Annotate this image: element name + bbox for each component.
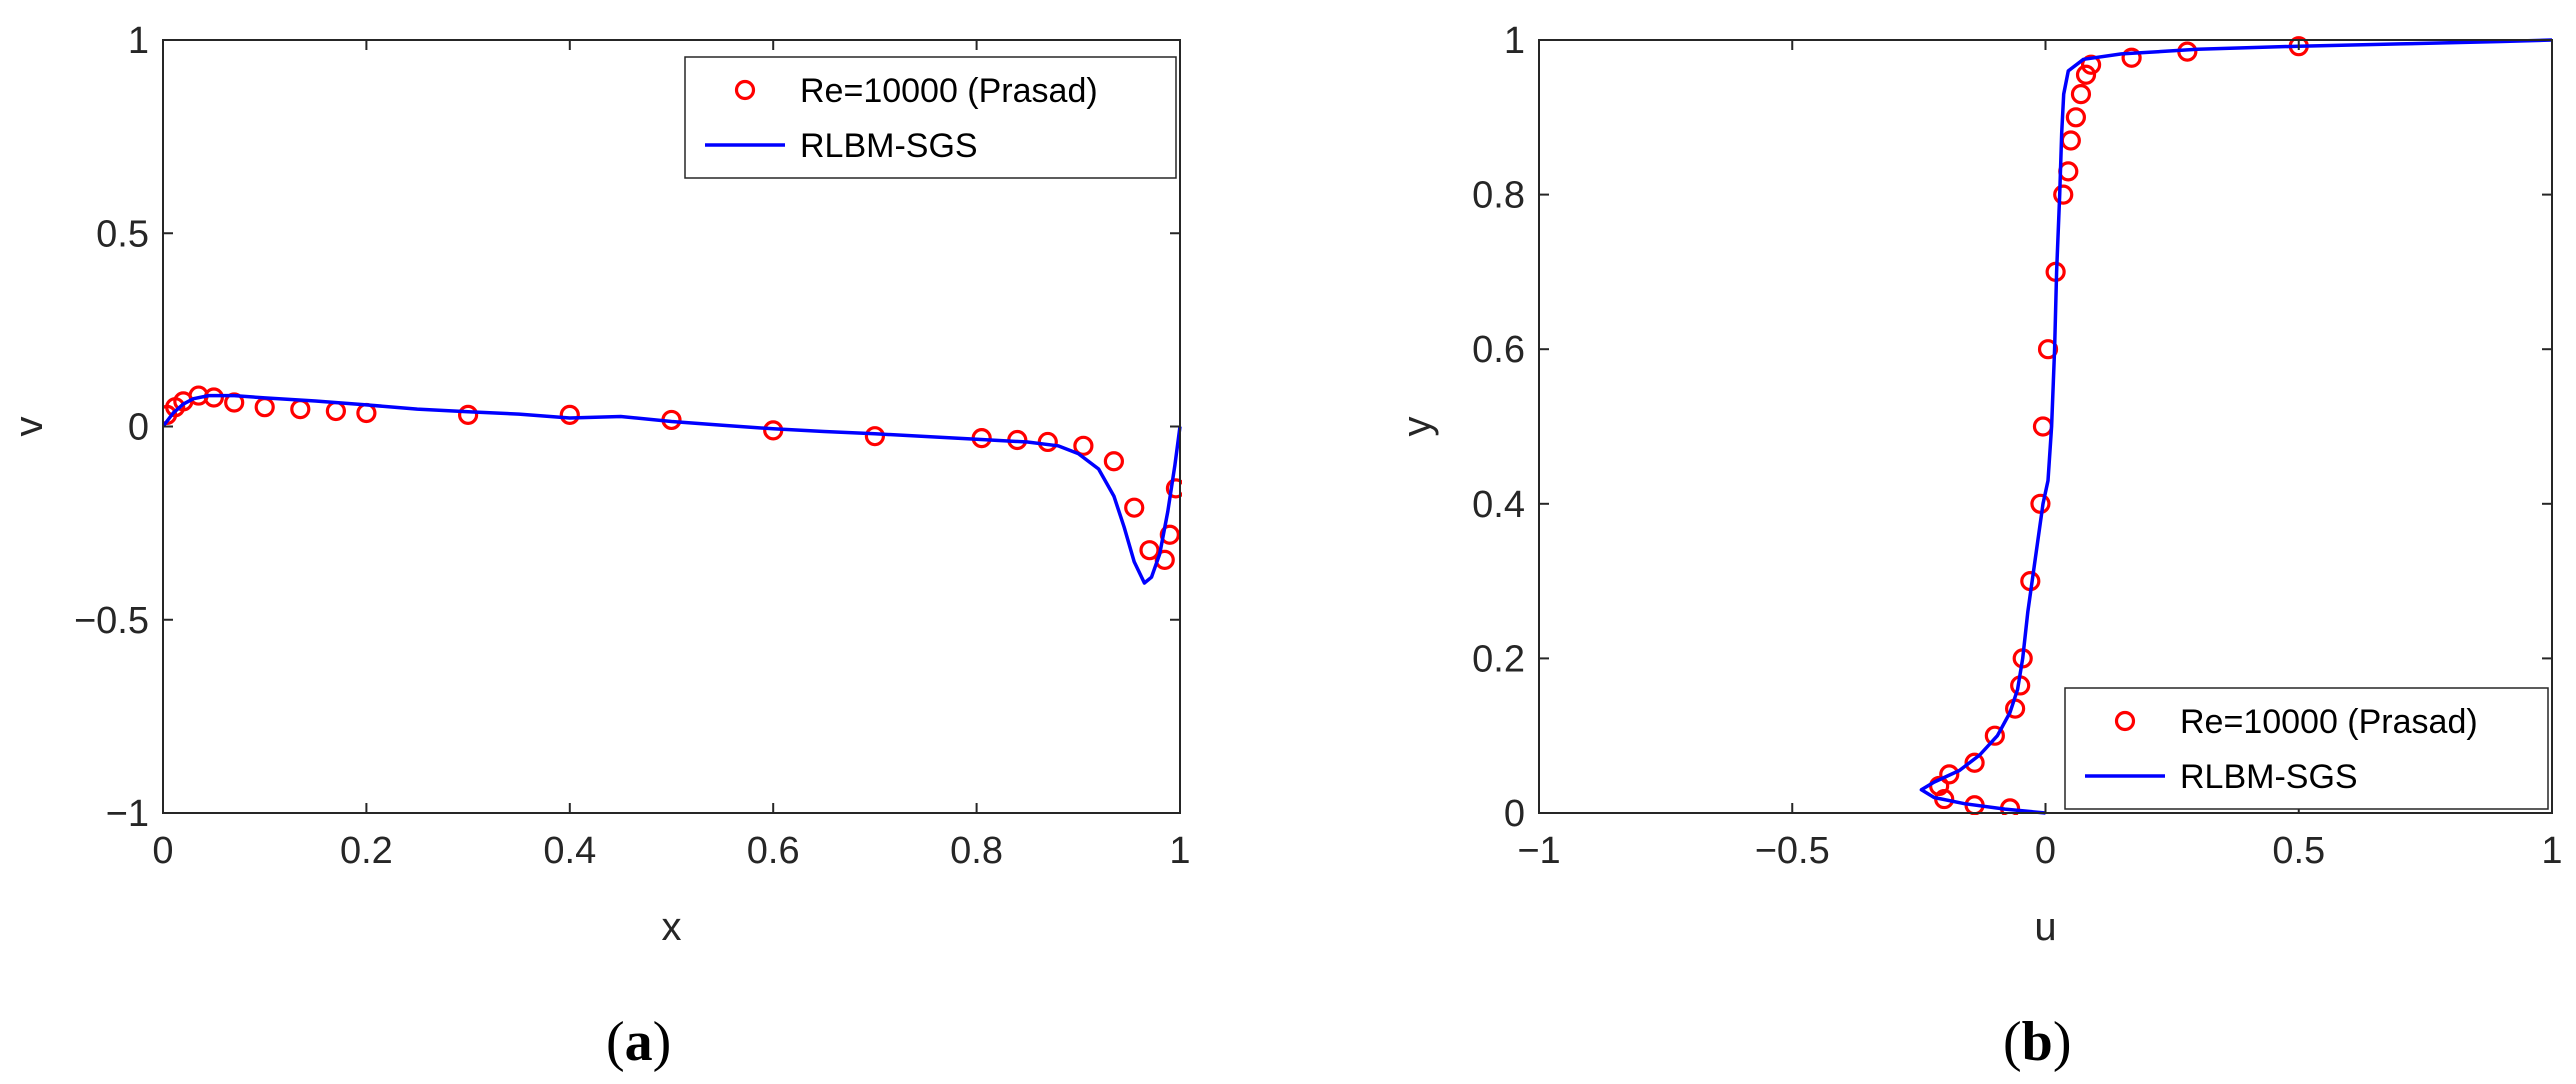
legend-label: Re=10000 (Prasad): [800, 72, 1098, 110]
x-tick-label: 0.6: [747, 830, 800, 872]
x-tick-label: 0.4: [543, 830, 596, 872]
series-line-rlbm-sgs: [1919, 38, 2553, 815]
y-tick-label: 1: [128, 20, 149, 62]
x-tick-label: −1: [1517, 830, 1560, 872]
data-point-prasad: [1124, 497, 1145, 518]
x-tick-label: 0: [152, 830, 173, 872]
x-tick-label: 0.8: [950, 830, 1003, 872]
legend-label: Re=10000 (Prasad): [2180, 703, 2478, 741]
data-point-prasad: [458, 404, 479, 426]
data-point-prasad: [1103, 451, 1124, 472]
y-tick-label: 0.8: [1472, 175, 1525, 217]
x-tick-label: 0.2: [340, 830, 393, 872]
x-tick-label: −0.5: [1755, 830, 1830, 872]
data-point-prasad: [2121, 47, 2142, 68]
data-point-prasad: [1073, 435, 1094, 456]
legend-marker-swatch: [734, 79, 756, 101]
y-tick-label: 0: [1504, 793, 1525, 835]
y-tick-label: 0.4: [1472, 484, 1525, 526]
x-tick-label: 1: [2541, 830, 2562, 872]
y-tick-label: 0: [128, 407, 149, 449]
y-axis-label: y: [1395, 417, 1439, 437]
y-tick-label: 0.5: [96, 213, 149, 255]
data-point-prasad: [2080, 54, 2102, 75]
data-point-prasad: [559, 404, 580, 426]
data-point-prasad: [1139, 540, 1160, 561]
data-point-prasad: [1984, 725, 2005, 746]
data-point-prasad: [864, 426, 886, 447]
y-tick-label: −1: [106, 793, 149, 835]
plot-area: [1539, 40, 2552, 813]
data-point-prasad: [1939, 764, 1960, 785]
panel-caption: (b): [2003, 1011, 2071, 1073]
legend-label: RLBM-SGS: [800, 127, 978, 165]
data-point-prasad: [2065, 107, 2086, 128]
data-point-prasad: [2037, 339, 2059, 360]
y-axis-label: v: [7, 417, 51, 437]
series-line-rlbm-sgs: [163, 393, 1182, 585]
series-group: [163, 385, 1182, 585]
legend-label: RLBM-SGS: [2180, 758, 2358, 796]
x-axis-label: x: [662, 905, 682, 949]
data-point-prasad: [1964, 752, 1985, 773]
legend: Re=10000 (Prasad) RLBM-SGS: [684, 56, 1177, 179]
x-axis-label: u: [2034, 905, 2056, 949]
y-tick-label: 0.2: [1472, 638, 1525, 680]
y-tick-label: 1: [1504, 20, 1525, 62]
legend-marker-swatch: [2114, 710, 2136, 732]
legend-box: [2064, 687, 2549, 810]
y-tick-label: 0.6: [1472, 329, 1525, 371]
x-tick-label: 0: [2035, 830, 2056, 872]
x-tick-label: 0.5: [2272, 830, 2325, 872]
y-tick-label: −0.5: [74, 600, 149, 642]
series-group: [1919, 36, 2553, 815]
data-point-prasad: [1165, 478, 1182, 499]
data-point-prasad: [2070, 84, 2092, 105]
chart-panel-b: −1 −0.5 0 0.5 1 0 0.2 0.4 0.6 0.8 1 u y Re=10000 (Pra…: [1395, 20, 2563, 1073]
legend: Re=10000 (Prasad) RLBM-SGS: [2064, 687, 2549, 810]
panel-caption: (a): [606, 1011, 671, 1073]
chart-panel-a: 0 0.2 0.4 0.6 0.8 1 −1 −0.5 0 0.5 1 x v Re=10000 (Pra…: [7, 20, 1191, 1073]
data-point-prasad: [2053, 184, 2074, 205]
data-point-prasad: [2075, 64, 2097, 85]
data-point-prasad: [1159, 524, 1180, 545]
x-tick-label: 1: [1169, 830, 1190, 872]
legend-box: [684, 56, 1177, 179]
